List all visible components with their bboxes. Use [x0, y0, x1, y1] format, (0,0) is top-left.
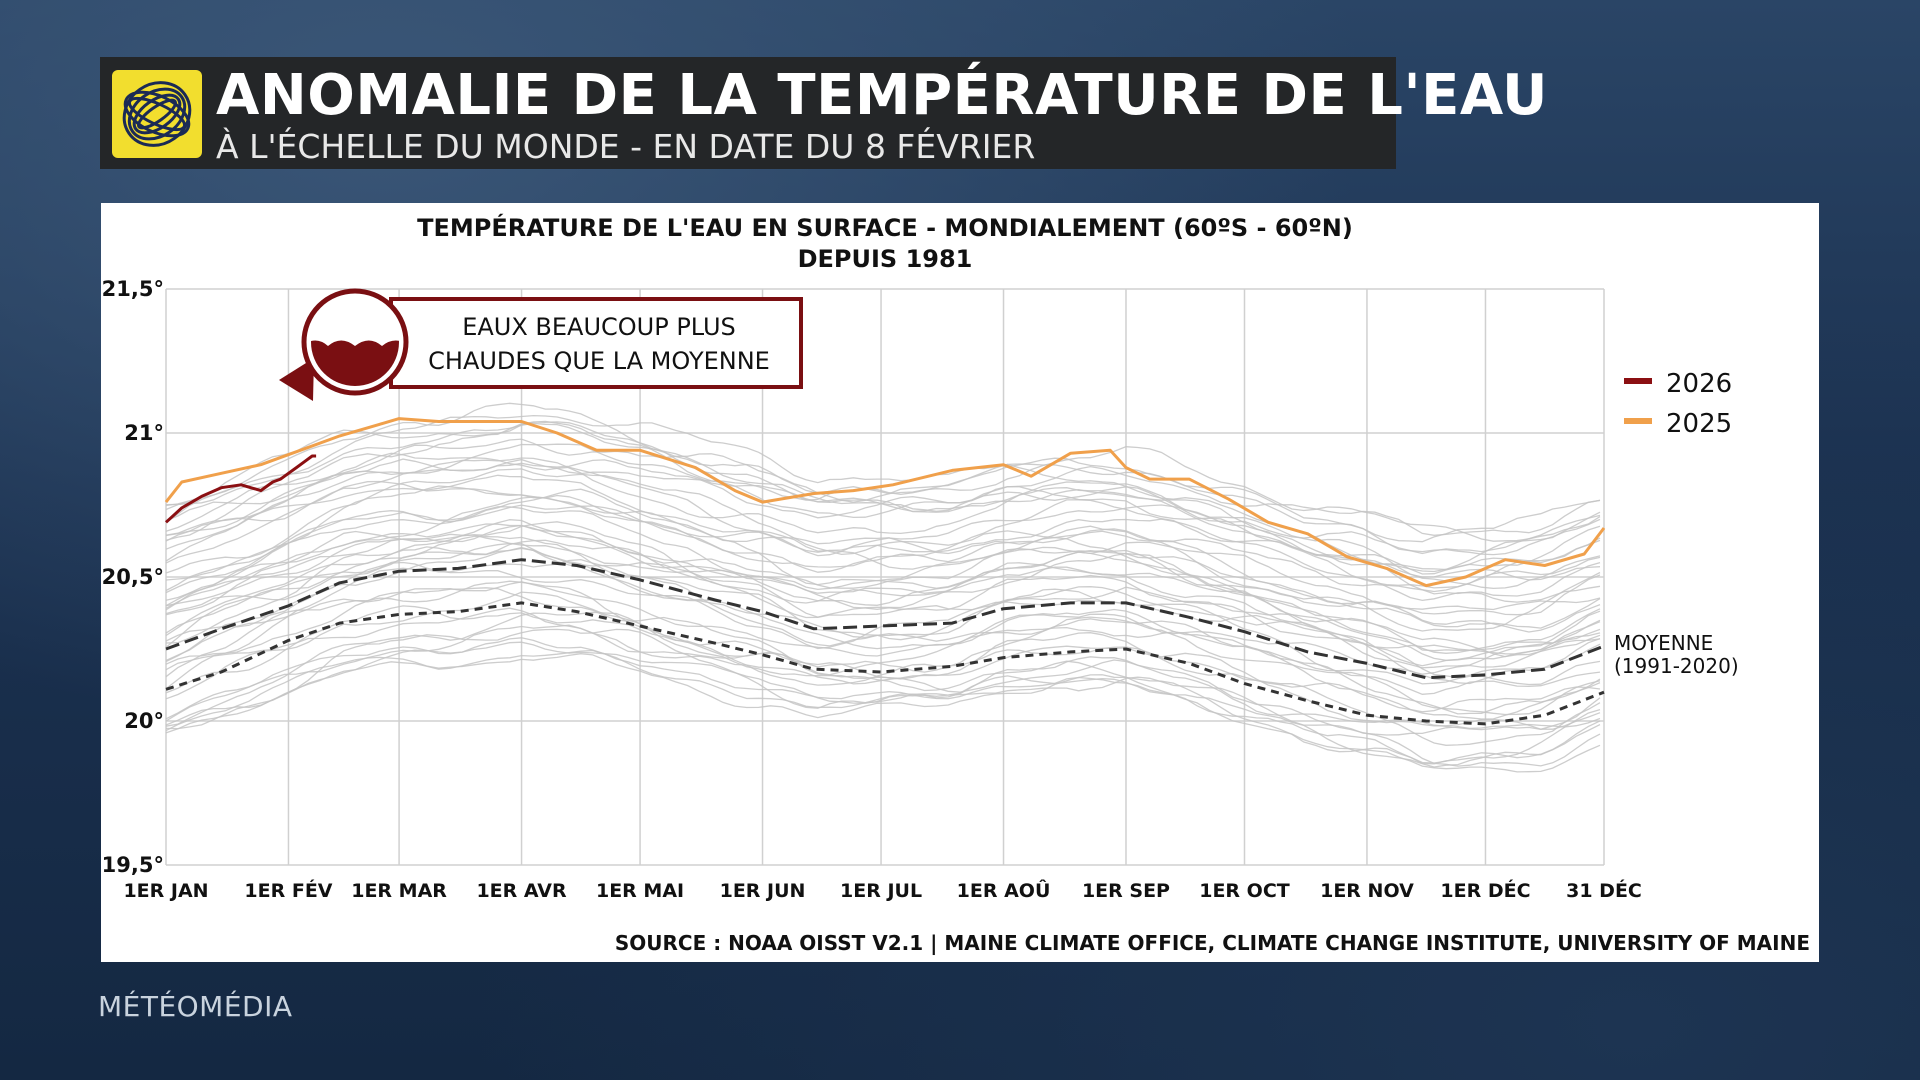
historical-year-line: [165, 458, 1601, 571]
historical-year-line: [165, 521, 1601, 658]
historical-year-line: [165, 414, 1601, 543]
brand-logo: MÉTÉOMÉDIA: [98, 990, 293, 1023]
x-tick-label: 1ER FÉV: [244, 879, 332, 902]
historical-year-line: [165, 539, 1601, 651]
mean-short-dash-line: [165, 601, 1605, 726]
x-tick-label: 1ER OCT: [1199, 880, 1290, 902]
x-tick-label: 31 DÉC: [1566, 879, 1642, 902]
chart-subtitle: DEPUIS 1981: [798, 245, 973, 273]
x-tick-label: 1ER MAR: [351, 880, 447, 902]
historical-years: [165, 402, 1601, 773]
callout-line1: EAUX BEAUCOUP PLUS: [462, 313, 736, 341]
historical-year-line: [165, 488, 1601, 616]
historical-year-line: [165, 422, 1601, 555]
x-tick-label: 1ER MAI: [596, 880, 684, 902]
x-tick-label: 1ER JUN: [720, 880, 806, 902]
historical-year-line: [165, 607, 1601, 746]
historical-year-line: [165, 561, 1601, 695]
historical-year-line: [165, 624, 1601, 765]
y-tick-label: 21,5°: [102, 277, 164, 301]
callout: EAUX BEAUCOUP PLUS CHAUDES QUE LA MOYENN…: [279, 288, 803, 401]
chart-panel: 1ER JAN 1ER FÉV 1ER MAR 1ER AVR 1ER MAI 1ER J…: [101, 203, 1819, 962]
series-2026-line: [164, 454, 317, 524]
header-banner: ANOMALIE DE LA TEMPÉRATURE DE L'EAU À L'…: [100, 57, 1547, 169]
series-lines: [164, 417, 1606, 726]
x-tick-label: 1ER JUL: [840, 880, 922, 902]
x-tick-label: 1ER AOÛ: [957, 878, 1051, 902]
historical-year-line: [165, 524, 1601, 654]
historical-year-line: [165, 641, 1601, 768]
historical-year-line: [165, 519, 1601, 661]
historical-year-line: [165, 438, 1601, 573]
globe-swirl-icon: [112, 70, 202, 158]
legend-label-2026: 2026: [1666, 369, 1732, 399]
chart-title: TEMPÉRATURE DE L'EAU EN SURFACE - MONDIA…: [417, 213, 1353, 242]
historical-year-line: [165, 591, 1601, 720]
x-tick-label: 1ER SEP: [1082, 880, 1170, 902]
source-note: SOURCE : NOAA OISST V2.1 | MAINE CLIMATE…: [615, 931, 1810, 955]
sst-chart: 1ER JAN 1ER FÉV 1ER MAR 1ER AVR 1ER MAI 1ER J…: [102, 213, 1810, 955]
legend: 2026 2025: [1624, 369, 1732, 439]
historical-year-line: [165, 523, 1601, 655]
historical-year-line: [165, 458, 1601, 589]
historical-year-line: [165, 496, 1601, 632]
historical-year-line: [165, 653, 1601, 773]
legend-swatch-2026: [1624, 378, 1652, 384]
mean-label: MOYENNE: [1614, 631, 1713, 655]
y-tick-label: 19,5°: [102, 853, 164, 877]
historical-year-line: [165, 649, 1601, 764]
axis-labels: 1ER JAN 1ER FÉV 1ER MAR 1ER AVR 1ER MAI 1ER J…: [102, 277, 1642, 902]
historical-year-line: [165, 580, 1601, 716]
legend-swatch-2025: [1624, 418, 1652, 424]
callout-line2: CHAUDES QUE LA MOYENNE: [428, 347, 770, 375]
legend-label-2025: 2025: [1666, 409, 1732, 439]
x-tick-label: 1ER NOV: [1320, 880, 1414, 902]
historical-year-line: [165, 421, 1601, 556]
y-tick-label: 20,5°: [102, 565, 164, 589]
historical-year-line: [165, 420, 1601, 542]
historical-year-line: [165, 628, 1601, 736]
historical-year-line: [165, 587, 1601, 713]
historical-year-line: [165, 547, 1601, 669]
series-2025-line: [164, 417, 1606, 588]
water-drop-icon: [279, 288, 409, 401]
historical-year-line: [165, 605, 1601, 730]
mean-long-dash-line: [165, 558, 1605, 680]
y-tick-label: 20°: [124, 709, 164, 733]
page-subtitle: À L'ÉCHELLE DU MONDE - EN DATE DU 8 FÉVR…: [216, 127, 1036, 166]
x-tick-label: 1ER JAN: [123, 880, 208, 902]
historical-year-line: [165, 468, 1601, 593]
y-tick-label: 21°: [124, 421, 164, 445]
x-tick-label: 1ER DÉC: [1440, 879, 1530, 902]
historical-year-line: [165, 504, 1601, 629]
historical-year-line: [165, 443, 1601, 575]
historical-year-line: [165, 558, 1601, 686]
historical-year-line: [165, 485, 1601, 611]
mean-period-label: (1991-2020): [1614, 654, 1739, 678]
page-title: ANOMALIE DE LA TEMPÉRATURE DE L'EAU: [216, 63, 1548, 128]
x-tick-label: 1ER AVR: [476, 880, 567, 902]
